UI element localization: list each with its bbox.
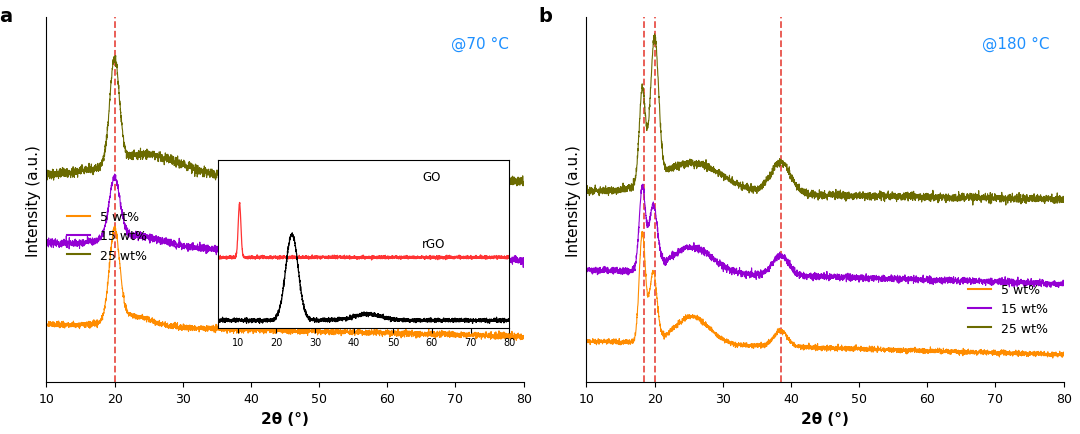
Text: @70 °C: @70 °C [451, 36, 510, 52]
X-axis label: 2θ (°): 2θ (°) [261, 411, 309, 426]
X-axis label: 2θ (°): 2θ (°) [801, 411, 849, 426]
Text: @180 °C: @180 °C [982, 36, 1050, 52]
Y-axis label: Intensity (a.u.): Intensity (a.u.) [566, 145, 581, 256]
Legend: 5 wt%, 15 wt%, 25 wt%: 5 wt%, 15 wt%, 25 wt% [963, 279, 1053, 340]
Y-axis label: Intensity (a.u.): Intensity (a.u.) [26, 145, 41, 256]
Legend: 5 wt%, 15 wt%, 25 wt%: 5 wt%, 15 wt%, 25 wt% [63, 206, 151, 267]
Text: b: b [539, 7, 553, 26]
Text: a: a [0, 7, 12, 26]
